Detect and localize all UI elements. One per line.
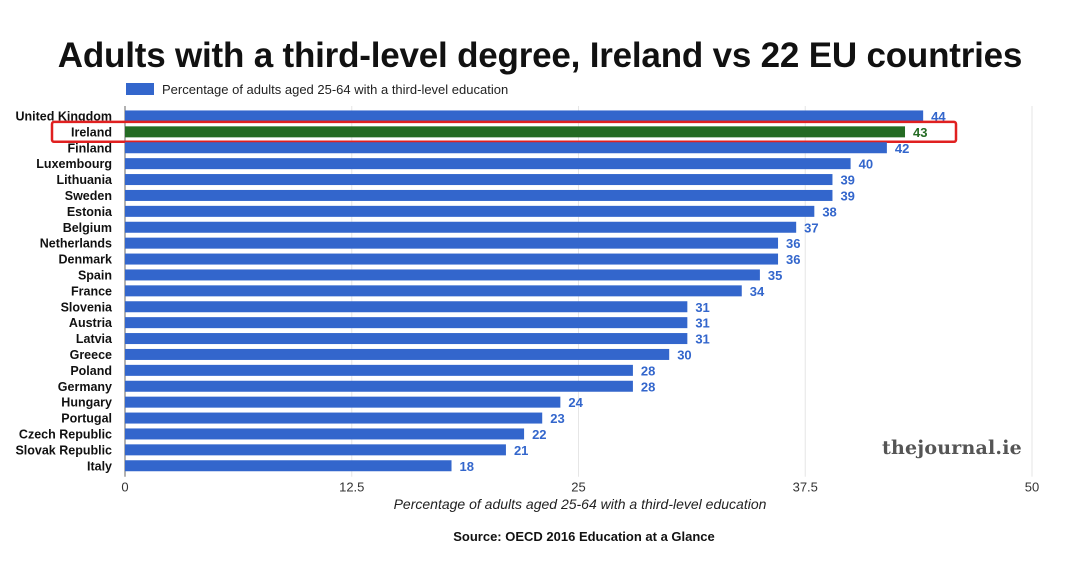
bar-value-label: 38: [822, 204, 836, 219]
category-label: Portugal: [61, 412, 112, 426]
x-tick-label: 37.5: [793, 480, 818, 495]
x-tick-label: 25: [571, 480, 585, 495]
bar-austria: [125, 317, 688, 329]
bar-value-label: 31: [695, 332, 709, 347]
bar-belgium: [125, 221, 797, 233]
category-label: Germany: [58, 380, 112, 394]
category-label: Denmark: [59, 253, 113, 267]
category-label: France: [71, 284, 112, 298]
x-tick-label: 12.5: [339, 480, 364, 495]
bar-czech-republic: [125, 428, 525, 440]
x-axis-title: Percentage of adults aged 25-64 with a t…: [393, 496, 767, 512]
bar-value-label: 35: [768, 268, 782, 283]
category-label: Austria: [69, 316, 113, 330]
bar-value-label: 31: [695, 300, 709, 315]
bar-france: [125, 285, 742, 297]
bar-value-label: 39: [840, 173, 854, 188]
bar-value-label: 23: [550, 411, 564, 426]
bar-sweden: [125, 189, 833, 201]
bar-value-label: 28: [641, 379, 655, 394]
category-label: Estonia: [67, 205, 113, 219]
category-label: United Kingdom: [15, 109, 112, 123]
bar-germany: [125, 380, 633, 392]
bar-value-label: 24: [568, 395, 583, 410]
category-label: Poland: [70, 364, 112, 378]
bar-latvia: [125, 333, 688, 345]
category-label: Ireland: [71, 125, 112, 139]
category-label: Greece: [70, 348, 112, 362]
bar-value-label: 31: [695, 316, 709, 331]
bar-hungary: [125, 396, 561, 408]
category-label: Slovak Republic: [15, 443, 112, 457]
category-label: Slovenia: [61, 300, 113, 314]
bar-value-label: 36: [786, 236, 800, 251]
bar-united-kingdom: [125, 110, 924, 122]
bar-value-label: 21: [514, 443, 528, 458]
category-label: Lithuania: [56, 173, 113, 187]
bar-poland: [125, 364, 633, 376]
bar-finland: [125, 142, 887, 154]
category-label: Finland: [68, 141, 112, 155]
bar-value-label: 42: [895, 141, 909, 156]
legend: Percentage of adults aged 25-64 with a t…: [126, 81, 508, 97]
watermark-logo: thejournal.ie: [882, 437, 1022, 459]
bar-lithuania: [125, 174, 833, 186]
bar-value-label: 30: [677, 347, 691, 362]
bar-value-label: 40: [859, 157, 873, 172]
bar-slovenia: [125, 301, 688, 313]
bar-netherlands: [125, 237, 779, 249]
bar-estonia: [125, 205, 815, 217]
chart-title: Adults with a third-level degree, Irelan…: [57, 36, 1023, 75]
category-label: Netherlands: [40, 237, 112, 251]
legend-label: Percentage of adults aged 25-64 with a t…: [162, 81, 509, 97]
bar-portugal: [125, 412, 543, 424]
bar-denmark: [125, 253, 779, 265]
bar-slovak-republic: [125, 444, 506, 456]
bar-luxembourg: [125, 158, 851, 170]
bar-value-label: 36: [786, 252, 800, 267]
category-label: Italy: [87, 459, 112, 473]
bar-greece: [125, 348, 670, 360]
x-tick-label: 50: [1025, 480, 1039, 495]
category-label: Sweden: [65, 189, 112, 203]
bar-value-label: 18: [460, 459, 474, 474]
category-label: Latvia: [76, 332, 113, 346]
x-tick-label: 0: [121, 480, 128, 495]
source-note: Source: OECD 2016 Education at a Glance: [453, 529, 715, 544]
bar-ireland: [125, 126, 906, 138]
bar-value-label: 39: [840, 188, 854, 203]
bar-italy: [125, 460, 452, 472]
bar-value-label: 22: [532, 427, 546, 442]
bar-value-label: 44: [931, 109, 946, 124]
bar-value-label: 34: [750, 284, 765, 299]
legend-swatch: [126, 83, 154, 95]
bar-value-label: 37: [804, 220, 818, 235]
category-label: Hungary: [61, 396, 112, 410]
category-label: Czech Republic: [19, 427, 112, 441]
bar-value-label: 28: [641, 363, 655, 378]
highlight-box: [50, 120, 958, 144]
category-label: Luxembourg: [36, 157, 112, 171]
category-label: Spain: [78, 268, 112, 282]
category-label: Belgium: [63, 221, 112, 235]
bar-spain: [125, 269, 760, 281]
bar-value-label: 43: [913, 125, 927, 140]
